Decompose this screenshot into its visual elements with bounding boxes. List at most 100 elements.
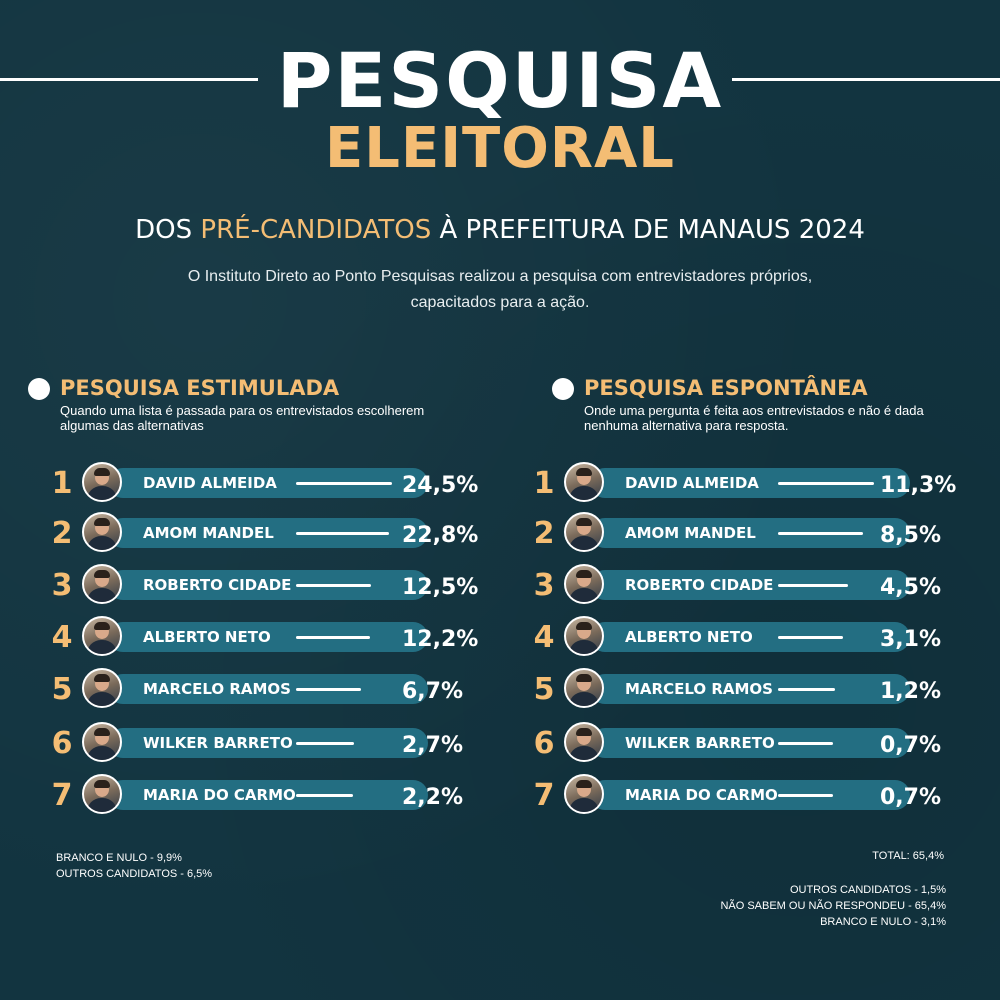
candidate-photo — [564, 774, 604, 814]
value-bar — [296, 532, 389, 535]
candidate-row: 3 ROBERTO CIDADE 12,5% — [46, 564, 496, 614]
value-bar — [296, 636, 371, 639]
candidate-photo — [564, 564, 604, 604]
candidate-row: 6 WILKER BARRETO 2,7% — [46, 722, 496, 772]
photo-hair — [94, 622, 110, 630]
value-bar — [778, 794, 834, 797]
value-label: 1,2% — [880, 679, 942, 704]
chart-espontanea: 1 DAVID ALMEIDA 11,3% 2 AMOM MANDEL 8,5% 3 ROBE… — [528, 462, 978, 822]
candidate-photo — [564, 512, 604, 552]
candidate-pill — [590, 728, 910, 758]
candidate-name: MARIA DO CARMO — [625, 786, 778, 804]
rank-number: 6 — [51, 726, 73, 761]
photo-suit — [569, 486, 599, 500]
photo-hair — [94, 570, 110, 578]
rank-number: 6 — [533, 726, 555, 761]
bullet-icon — [28, 378, 50, 400]
candidate-row: 3 ROBERTO CIDADE 4,5% — [528, 564, 978, 614]
candidate-photo — [82, 616, 122, 656]
photo-hair — [576, 468, 592, 476]
candidate-photo — [82, 512, 122, 552]
candidate-row: 4 ALBERTO NETO 3,1% — [528, 616, 978, 666]
value-label: 3,1% — [880, 627, 942, 652]
candidate-photo — [564, 462, 604, 502]
value-bar — [778, 742, 834, 745]
value-label: 11,3% — [880, 473, 957, 498]
candidate-photo — [82, 668, 122, 708]
rank-number: 3 — [51, 568, 73, 603]
header-line-right — [732, 78, 1000, 81]
value-bar — [778, 636, 843, 639]
intro-text: O Instituto Direto ao Ponto Pesquisas re… — [187, 268, 813, 311]
candidate-name: DAVID ALMEIDA — [625, 474, 759, 492]
candidate-name: MARCELO RAMOS — [625, 680, 773, 698]
value-bar — [778, 584, 848, 587]
rank-number: 3 — [533, 568, 555, 603]
rank-number: 2 — [51, 516, 73, 551]
rank-number: 7 — [51, 778, 73, 813]
subtitle-after: À PREFEITURA DE MANAUS 2024 — [431, 215, 865, 245]
candidate-name: WILKER BARRETO — [143, 734, 293, 752]
candidate-pill — [590, 674, 910, 704]
rank-number: 1 — [51, 466, 73, 501]
photo-suit — [87, 486, 117, 500]
photo-suit — [87, 640, 117, 654]
subtitle-before: DOS — [135, 215, 201, 245]
section-title: PESQUISA ESTIMULADA — [60, 376, 340, 400]
candidate-pill — [108, 728, 428, 758]
candidate-pill — [108, 674, 428, 704]
value-label: 2,7% — [402, 733, 464, 758]
section-description: Onde uma pergunta é feita aos entrevista… — [584, 403, 924, 433]
photo-hair — [576, 780, 592, 788]
rank-number: 2 — [533, 516, 555, 551]
candidate-pill — [108, 570, 428, 600]
photo-hair — [576, 674, 592, 682]
value-bar — [296, 742, 354, 745]
bullet-icon — [552, 378, 574, 400]
title-line2: ELEITORAL — [325, 116, 675, 181]
photo-suit — [87, 588, 117, 602]
photo-suit — [569, 588, 599, 602]
candidate-photo — [82, 564, 122, 604]
candidate-pill — [590, 622, 910, 652]
subtitle-highlight: PRÉ-CANDIDATOS — [200, 215, 432, 245]
candidate-name: MARCELO RAMOS — [143, 680, 291, 698]
photo-hair — [94, 518, 110, 526]
header-line-left — [0, 78, 258, 81]
candidate-name: WILKER BARRETO — [625, 734, 775, 752]
value-label: 6,7% — [402, 679, 464, 704]
photo-hair — [94, 468, 110, 476]
note-outros-candidatos: OUTROS CANDIDATOS - 1,5% — [789, 884, 946, 896]
photo-hair — [94, 674, 110, 682]
candidate-name: DAVID ALMEIDA — [143, 474, 277, 492]
rank-number: 4 — [51, 620, 73, 655]
note-branco-nulo: BRANCO E NULO - 3,1% — [820, 916, 946, 928]
rank-number: 4 — [533, 620, 555, 655]
value-label: 2,2% — [402, 785, 464, 810]
photo-hair — [576, 728, 592, 736]
photo-suit — [87, 692, 117, 706]
candidate-pill — [590, 570, 910, 600]
total-label: TOTAL: 65,4% — [872, 850, 944, 862]
candidate-row: 1 DAVID ALMEIDA 24,5% — [46, 462, 496, 512]
chart-estimulada: 1 DAVID ALMEIDA 24,5% 2 AMOM MANDEL 22,8% 3 ROB… — [46, 462, 496, 822]
value-label: 22,8% — [402, 523, 479, 548]
candidate-row: 6 WILKER BARRETO 0,7% — [528, 722, 978, 772]
candidate-name: MARIA DO CARMO — [143, 786, 296, 804]
rank-number: 1 — [533, 466, 555, 501]
value-bar — [778, 688, 836, 691]
title-line1: PESQUISA — [276, 36, 724, 125]
candidate-row: 5 MARCELO RAMOS 1,2% — [528, 668, 978, 718]
note-branco-nulo: BRANCO E NULO - 9,9% — [56, 852, 182, 864]
candidate-name: ALBERTO NETO — [625, 628, 753, 646]
candidate-row: 4 ALBERTO NETO 12,2% — [46, 616, 496, 666]
section-description: Quando uma lista é passada para os entre… — [60, 403, 425, 433]
rank-number: 5 — [533, 672, 555, 707]
candidate-name: ALBERTO NETO — [143, 628, 271, 646]
rank-number: 7 — [533, 778, 555, 813]
candidate-row: 5 MARCELO RAMOS 6,7% — [46, 668, 496, 718]
candidate-name: ROBERTO CIDADE — [625, 576, 774, 594]
section-title: PESQUISA ESPONTÂNEA — [584, 376, 868, 400]
candidate-photo — [82, 774, 122, 814]
